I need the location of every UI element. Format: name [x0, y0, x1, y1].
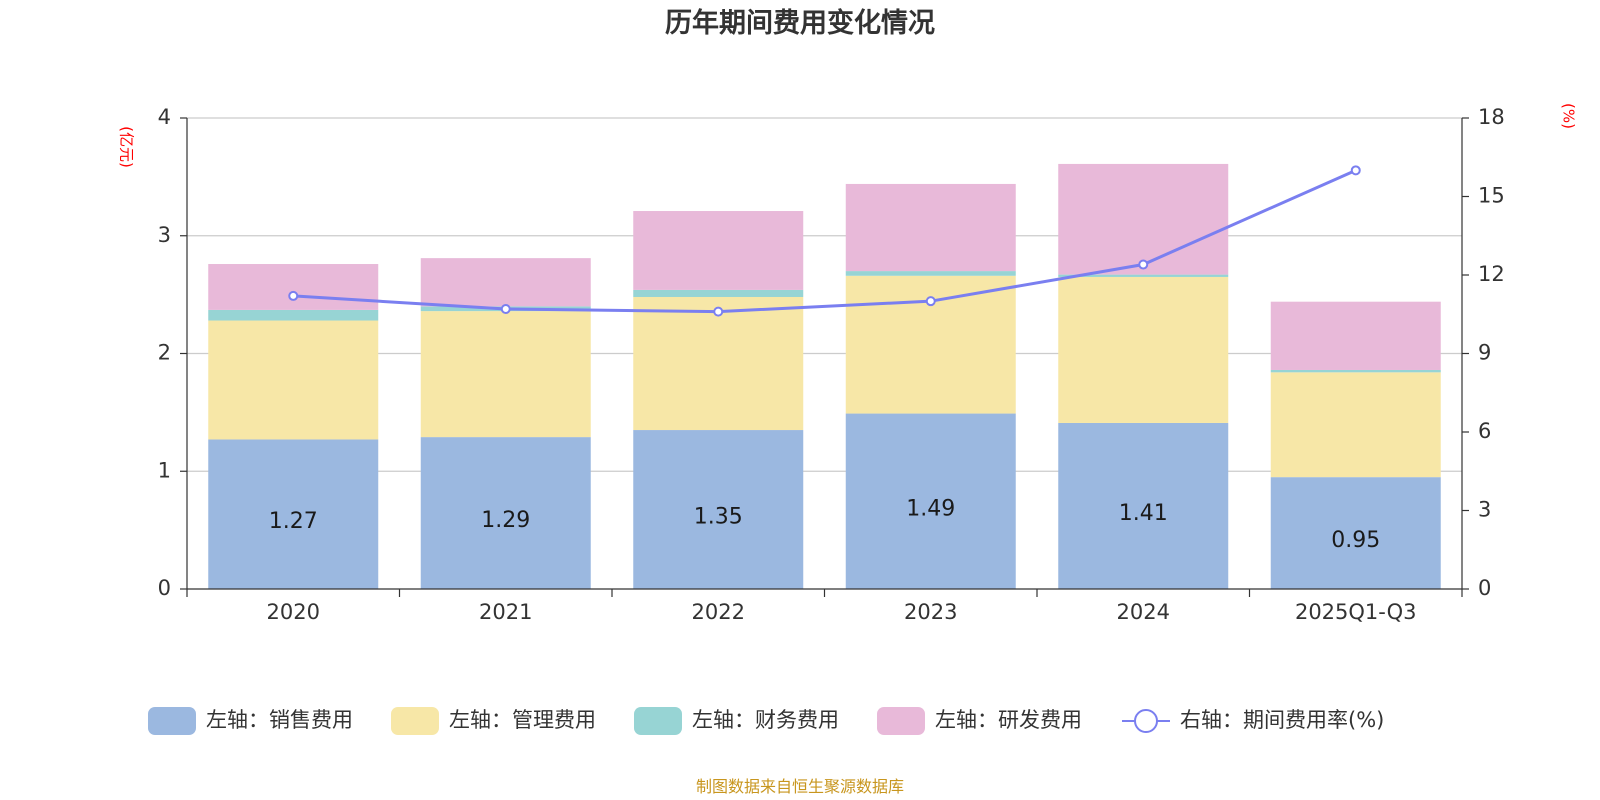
bar-segment-1 [1270, 477, 1441, 589]
right-tick-label: 18 [1478, 105, 1505, 129]
legend-label: 左轴：销售费用 [206, 708, 353, 732]
x-tick-label: 2025Q1-Q3 [1295, 600, 1417, 624]
x-tick-label: 2023 [904, 600, 957, 624]
legend-swatch-icon [391, 707, 439, 735]
right-tick-label: 3 [1478, 498, 1491, 522]
bar-segment-4 [845, 183, 1016, 272]
legend-swatch-icon [148, 707, 196, 735]
bar-value-label: 1.27 [269, 509, 318, 534]
rate-line [293, 168, 1357, 314]
legend-label: 右轴：期间费用率(%) [1180, 708, 1384, 732]
bar-segment-3 [845, 271, 1016, 276]
legend-label: 左轴：管理费用 [449, 708, 596, 732]
right-tick-label: 0 [1478, 576, 1491, 600]
right-axis-unit: (%) [1560, 103, 1578, 129]
right-tick-label: 6 [1478, 419, 1491, 443]
rate-line-point [500, 304, 511, 315]
bar-segment-1 [1058, 422, 1229, 589]
rate-line-point [713, 306, 724, 317]
left-tick-label: 3 [158, 223, 171, 247]
left-tick-label: 0 [158, 576, 171, 600]
bar-segment-1 [420, 437, 591, 589]
bar-segment-4 [1270, 301, 1441, 370]
right-tick-label: 15 [1478, 184, 1505, 208]
legend-label: 左轴：研发费用 [935, 708, 1082, 732]
x-tick-label: 2022 [692, 600, 745, 624]
bar-segment-1 [208, 439, 379, 589]
rate-line-series [288, 165, 1361, 317]
bar-value-label: 1.41 [1119, 501, 1168, 526]
bar-segment-4 [1058, 163, 1229, 275]
left-tick-label: 1 [158, 458, 171, 482]
chart-title: 历年期间费用变化情况 [665, 7, 935, 39]
x-tick-label: 2020 [267, 600, 320, 624]
rate-line-point [1138, 259, 1149, 270]
bar-segment-2 [208, 320, 379, 440]
bar-segment-2 [1058, 276, 1229, 423]
rate-line-point [288, 290, 299, 301]
bar-series: 1.27 1.29 1.35 1.49 1.41 0.95 [208, 163, 1441, 589]
bar-segment-2 [1270, 372, 1441, 478]
bar-value-label: 1.29 [481, 508, 530, 533]
legend-swatch-icon [634, 707, 682, 735]
grid-lines [187, 117, 1462, 472]
right-tick-label: 9 [1478, 341, 1491, 365]
left-axis-unit: (亿元) [118, 126, 136, 168]
bar-segment-3 [633, 289, 804, 297]
bar-value-label: 0.95 [1331, 528, 1380, 553]
bar-segment-3 [1058, 274, 1229, 277]
bar-segment-4 [208, 264, 379, 310]
rate-line-point [925, 296, 936, 307]
left-tick-label: 2 [158, 341, 171, 365]
source-note: 制图数据来自恒生聚源数据库 [696, 777, 904, 796]
bar-segment-3 [1270, 369, 1441, 373]
legend-marker-icon [1134, 709, 1158, 733]
legend-swatch-icon [877, 707, 925, 735]
legend: 左轴：销售费用 左轴：管理费用 左轴：财务费用 左轴：研发费用 右轴：期间费用率(%) [148, 707, 1384, 735]
bar-segment-1 [633, 430, 804, 589]
legend-label: 左轴：财务费用 [692, 708, 839, 732]
bar-segment-2 [633, 296, 804, 431]
bar-value-label: 1.49 [906, 496, 955, 521]
bar-segment-4 [633, 211, 804, 290]
rate-line-point [1350, 165, 1361, 176]
bar-segment-3 [208, 309, 379, 321]
right-tick-label: 12 [1478, 262, 1505, 286]
bar-segment-4 [420, 258, 591, 307]
left-tick-label: 4 [158, 105, 171, 129]
x-tick-label: 2024 [1117, 600, 1170, 624]
bar-value-label: 1.35 [694, 505, 743, 530]
x-tick-label: 2021 [479, 600, 532, 624]
bar-segment-1 [845, 413, 1016, 589]
bar-segment-2 [420, 311, 591, 438]
